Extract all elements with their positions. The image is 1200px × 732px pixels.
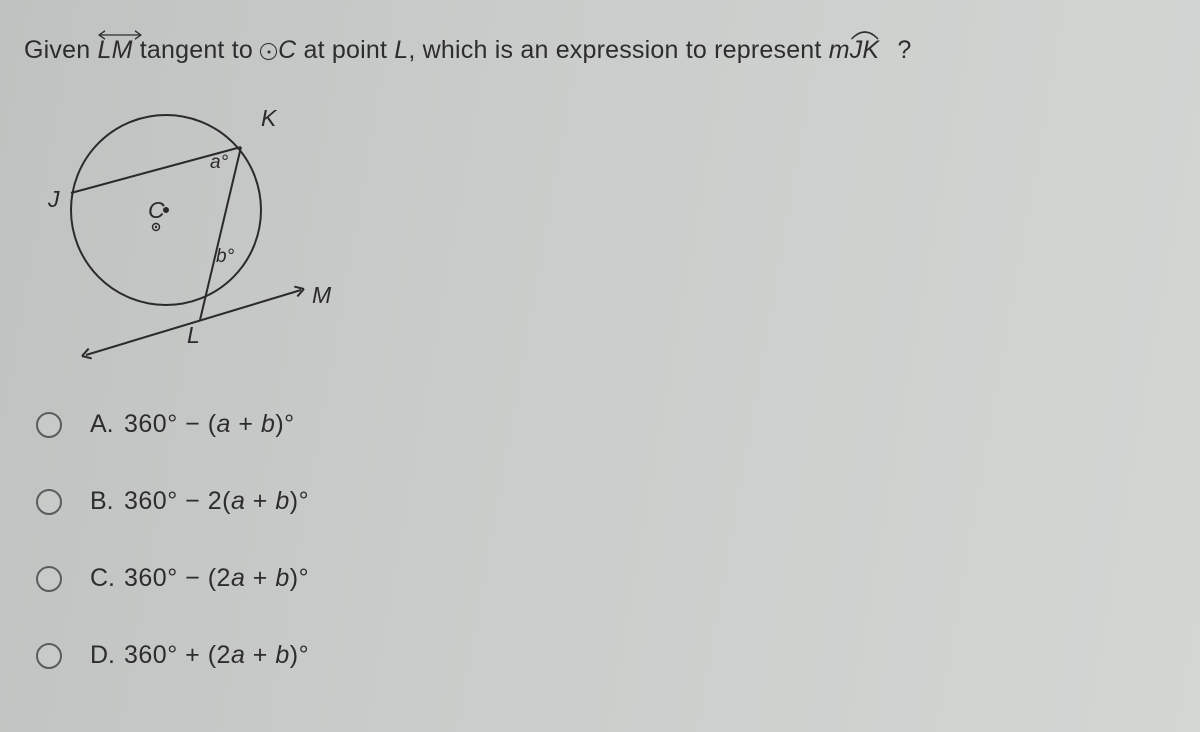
circle-symbol: [260, 43, 277, 60]
radio-d[interactable]: [36, 643, 62, 669]
svg-text:b°: b°: [216, 246, 235, 267]
option-expr: 360° − (a + b)°: [124, 410, 295, 439]
lm-letters: LM: [97, 36, 132, 64]
option-a[interactable]: A. 360° − (a + b)°: [36, 410, 309, 439]
q-mark: ?: [897, 36, 911, 64]
svg-text:C: C: [148, 197, 165, 223]
option-letter: A.: [90, 410, 124, 439]
option-letter: B.: [90, 487, 124, 516]
option-letter: D.: [90, 641, 124, 670]
svg-text:J: J: [47, 186, 60, 212]
q-part1: Given: [24, 36, 97, 64]
option-expr: 360° − (2a + b)°: [124, 564, 309, 593]
q-L: L: [394, 36, 408, 64]
options-list: A. 360° − (a + b)° B. 360° − 2(a + b)° C…: [36, 410, 309, 718]
option-letter: C.: [90, 564, 124, 593]
question-text: Given LM tangent to C at point L, which …: [24, 36, 911, 65]
q-m: m: [829, 36, 850, 64]
geometry-diagram: J K L M Ca° b°: [36, 90, 356, 390]
radio-a[interactable]: [36, 412, 62, 438]
q-part2: tangent to: [133, 36, 261, 64]
option-expr: 360° − 2(a + b)°: [124, 487, 309, 516]
arc-jk: JK: [850, 36, 880, 65]
svg-text:M: M: [312, 282, 332, 308]
q-part4: , which is an expression to represent: [408, 36, 828, 64]
option-expr: 360° + (2a + b)°: [124, 641, 309, 670]
line-lm: LM: [97, 36, 132, 65]
radio-b[interactable]: [36, 489, 62, 515]
option-c[interactable]: C. 360° − (2a + b)°: [36, 564, 309, 593]
q-part3: at point: [296, 36, 394, 64]
radio-c[interactable]: [36, 566, 62, 592]
option-d[interactable]: D. 360° + (2a + b)°: [36, 641, 309, 670]
q-C: C: [278, 36, 296, 64]
svg-text:L: L: [187, 322, 200, 348]
svg-text:a°: a°: [210, 152, 229, 173]
option-b[interactable]: B. 360° − 2(a + b)°: [36, 487, 309, 516]
svg-text:K: K: [261, 105, 278, 131]
